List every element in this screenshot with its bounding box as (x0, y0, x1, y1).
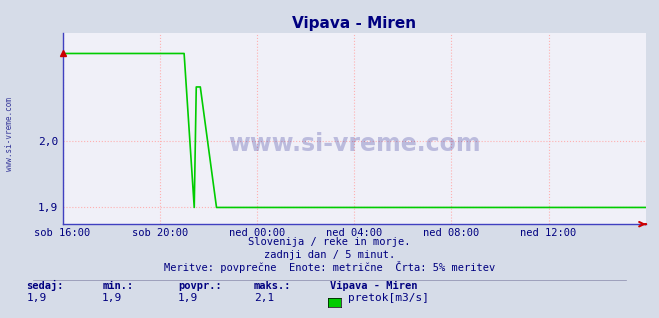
Text: 1,9: 1,9 (178, 294, 198, 303)
Text: povpr.:: povpr.: (178, 281, 221, 291)
Text: Slovenija / reke in morje.: Slovenija / reke in morje. (248, 238, 411, 247)
Text: 1,9: 1,9 (26, 294, 47, 303)
Title: Vipava - Miren: Vipava - Miren (292, 16, 416, 31)
Text: www.si-vreme.com: www.si-vreme.com (228, 132, 480, 156)
Text: 1,9: 1,9 (102, 294, 123, 303)
Text: Vipava - Miren: Vipava - Miren (330, 281, 417, 291)
Text: zadnji dan / 5 minut.: zadnji dan / 5 minut. (264, 250, 395, 260)
Text: sedaj:: sedaj: (26, 280, 64, 291)
Text: pretok[m3/s]: pretok[m3/s] (348, 294, 429, 303)
Text: 2,1: 2,1 (254, 294, 274, 303)
Text: www.si-vreme.com: www.si-vreme.com (5, 97, 14, 170)
Text: Meritve: povprečne  Enote: metrične  Črta: 5% meritev: Meritve: povprečne Enote: metrične Črta:… (164, 261, 495, 273)
Text: maks.:: maks.: (254, 281, 291, 291)
Text: min.:: min.: (102, 281, 133, 291)
